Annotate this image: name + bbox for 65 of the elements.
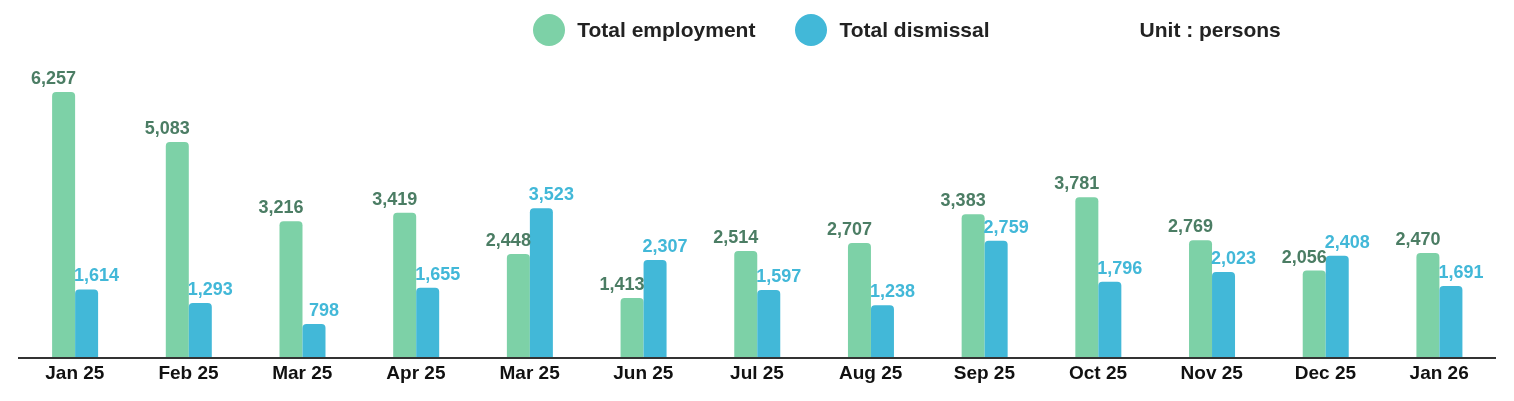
x-tick-label: Sep 25 — [953, 362, 1016, 384]
x-tick-label: Jan 25 — [45, 362, 105, 384]
legend-label: Total dismissal — [839, 18, 990, 42]
x-tick-label: Oct 25 — [1069, 362, 1128, 384]
data-label: 2,470 — [1395, 228, 1441, 249]
bar — [1325, 255, 1349, 358]
bar — [847, 242, 871, 358]
x-tick-label: Dec 25 — [1294, 362, 1357, 384]
data-label: 1,413 — [599, 273, 645, 294]
bar — [302, 324, 326, 358]
bar — [1189, 240, 1213, 358]
x-tick-label: Mar 25 — [499, 362, 561, 384]
bar — [393, 212, 417, 358]
x-tick-label: Aug 25 — [839, 362, 903, 384]
bar — [1439, 286, 1463, 358]
data-label: 1,796 — [1097, 257, 1143, 278]
data-label: 1,293 — [187, 279, 233, 300]
data-label: 1,597 — [756, 266, 802, 287]
bar — [1416, 252, 1440, 358]
bar — [279, 221, 303, 358]
data-label: 1,655 — [415, 263, 461, 284]
data-label: 2,514 — [713, 227, 759, 248]
bar — [734, 251, 758, 358]
bar — [529, 208, 553, 358]
data-label: 1,238 — [869, 281, 915, 302]
data-label: 2,769 — [1168, 216, 1214, 237]
x-tick-label: Jun 25 — [613, 362, 674, 384]
bar — [1212, 272, 1236, 358]
data-label: 2,759 — [983, 216, 1029, 237]
bar — [52, 92, 76, 358]
data-label: 2,408 — [1324, 231, 1370, 252]
bar — [506, 253, 530, 358]
text: Unit : persons — [1139, 18, 1281, 42]
data-label: 3,523 — [528, 184, 574, 205]
data-label: 2,707 — [826, 218, 872, 239]
bar — [1302, 270, 1326, 358]
bar — [75, 289, 99, 358]
data-label: 3,419 — [372, 188, 418, 209]
bar — [870, 305, 894, 358]
data-label: 798 — [308, 300, 340, 321]
bar — [643, 259, 667, 358]
bar — [984, 240, 1008, 358]
data-label: 1,614 — [74, 265, 120, 286]
x-tick-label: Mar 25 — [272, 362, 333, 384]
bar — [165, 141, 189, 358]
x-tick-label: Jul 25 — [730, 362, 785, 384]
bar — [961, 214, 985, 358]
data-label: 2,307 — [642, 235, 688, 256]
data-label: 3,216 — [258, 197, 304, 218]
data-label: 5,083 — [144, 117, 190, 138]
data-label: 3,781 — [1054, 173, 1100, 194]
legend-label: Total employment — [577, 18, 756, 42]
bar — [1098, 281, 1122, 358]
bar — [416, 287, 440, 358]
data-label: 6,257 — [31, 68, 77, 88]
bar — [620, 297, 644, 358]
bar — [757, 290, 781, 358]
x-tick-label: Jan 26 — [1409, 362, 1469, 384]
x-tick-label: Feb 25 — [158, 362, 220, 384]
data-label: 3,383 — [940, 190, 986, 211]
data-label: 1,691 — [1438, 262, 1484, 283]
x-tick-label: Apr 25 — [386, 362, 446, 384]
bar — [1075, 197, 1099, 358]
x-tick-label: Nov 25 — [1180, 362, 1244, 384]
bar — [188, 303, 212, 358]
